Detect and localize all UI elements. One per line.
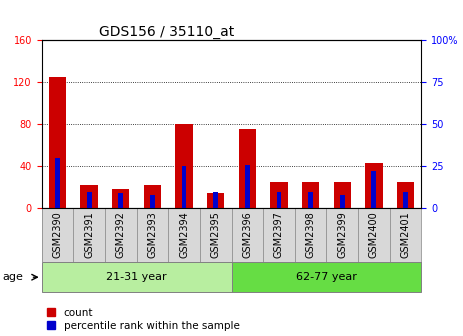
Bar <box>150 195 155 208</box>
Text: GSM2390: GSM2390 <box>52 211 63 258</box>
Text: GSM2399: GSM2399 <box>337 211 347 258</box>
Bar <box>397 182 414 208</box>
Text: GSM2394: GSM2394 <box>179 211 189 258</box>
Text: GSM2401: GSM2401 <box>400 211 411 258</box>
Text: 21-31 year: 21-31 year <box>106 272 167 282</box>
Text: GSM2391: GSM2391 <box>84 211 94 258</box>
Bar <box>87 192 92 208</box>
Bar <box>112 190 130 208</box>
Text: GSM2392: GSM2392 <box>116 211 126 258</box>
Text: GSM2395: GSM2395 <box>211 211 221 258</box>
Bar <box>119 193 123 208</box>
Bar <box>371 171 376 208</box>
Bar <box>403 192 408 208</box>
Bar <box>175 124 193 208</box>
Bar <box>49 77 66 208</box>
Text: GDS156 / 35110_at: GDS156 / 35110_at <box>99 25 234 39</box>
Bar <box>42 262 232 292</box>
Bar <box>232 262 421 292</box>
Text: GSM2396: GSM2396 <box>242 211 252 258</box>
Bar <box>207 193 225 208</box>
Bar <box>238 128 256 208</box>
Bar <box>81 185 98 208</box>
Bar <box>213 192 218 208</box>
Text: GSM2397: GSM2397 <box>274 211 284 258</box>
Text: age: age <box>2 272 23 282</box>
Bar <box>365 163 382 208</box>
Text: GSM2398: GSM2398 <box>306 211 316 258</box>
Bar <box>276 192 282 208</box>
Text: 62-77 year: 62-77 year <box>296 272 357 282</box>
Text: GSM2393: GSM2393 <box>147 211 157 258</box>
Bar <box>302 182 319 208</box>
Bar <box>340 195 344 208</box>
Bar <box>144 185 161 208</box>
Bar <box>181 166 187 208</box>
Text: GSM2400: GSM2400 <box>369 211 379 258</box>
Bar <box>308 192 313 208</box>
Bar <box>245 165 250 208</box>
Bar <box>55 158 60 208</box>
Bar <box>270 182 288 208</box>
Legend: count, percentile rank within the sample: count, percentile rank within the sample <box>47 308 239 331</box>
Bar <box>333 182 351 208</box>
